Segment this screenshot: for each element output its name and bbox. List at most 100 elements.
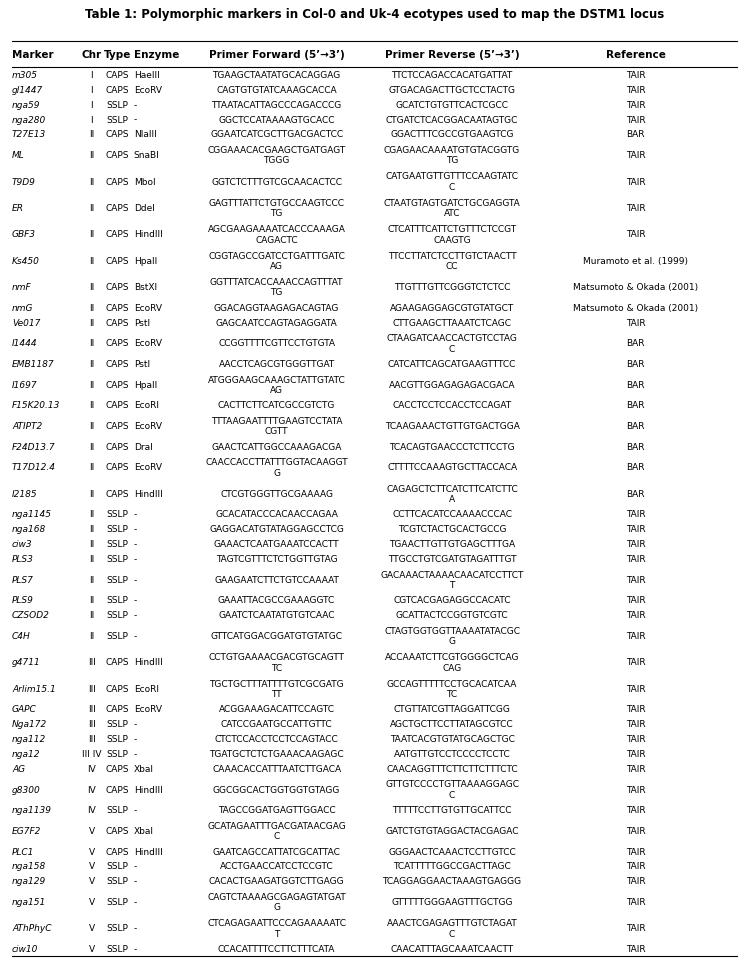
Text: TAIR: TAIR — [625, 115, 646, 125]
Text: SSLP: SSLP — [106, 596, 128, 604]
Text: GAACTCATTGGCCAAAGACGA: GAACTCATTGGCCAAAGACGA — [211, 442, 342, 452]
Text: III IV: III IV — [82, 750, 102, 758]
Text: II: II — [89, 525, 94, 533]
Text: TAIR: TAIR — [625, 897, 646, 906]
Text: -: - — [134, 944, 137, 953]
Text: TTCCTTATCTCCTTGTCTAACTT
CC: TTCCTTATCTCCTTGTCTAACTT CC — [388, 252, 516, 271]
Text: CAPS: CAPS — [106, 826, 129, 835]
Text: CAPS: CAPS — [106, 684, 129, 693]
Text: II: II — [89, 510, 94, 519]
Text: II: II — [89, 540, 94, 549]
Text: GAGTTTATTCTGTGCCAAGTCCC
TG: GAGTTTATTCTGTGCCAAGTCCC TG — [209, 199, 345, 218]
Text: V: V — [88, 924, 95, 932]
Text: XbaI: XbaI — [134, 826, 154, 835]
Text: -: - — [134, 540, 137, 549]
Text: GATCTGTGTAGGACTACGAGAC: GATCTGTGTAGGACTACGAGAC — [385, 826, 519, 835]
Text: nga129: nga129 — [12, 876, 46, 885]
Text: GCATAGAATTTGACGATAACGAG
C: GCATAGAATTTGACGATAACGAG C — [207, 821, 346, 840]
Text: AACGTTGGAGAGAGACGACA: AACGTTGGAGAGAGACGACA — [389, 381, 515, 389]
Text: GTTCATGGACGGATGTGTATGC: GTTCATGGACGGATGTGTATGC — [210, 631, 342, 640]
Text: CAPS: CAPS — [106, 257, 129, 265]
Text: TAIR: TAIR — [625, 575, 646, 584]
Text: CAPS: CAPS — [106, 283, 129, 292]
Text: ATGGGAAGCAAAGCTATTGTATC
AG: ATGGGAAGCAAAGCTATTGTATC AG — [207, 375, 345, 395]
Text: II: II — [89, 304, 94, 312]
Text: EcoRV: EcoRV — [134, 704, 162, 714]
Text: nga1145: nga1145 — [12, 510, 52, 519]
Text: SSLP: SSLP — [106, 750, 128, 758]
Text: II: II — [89, 610, 94, 620]
Text: CAPS: CAPS — [106, 304, 129, 312]
Text: CAPS: CAPS — [106, 764, 129, 774]
Text: CTAATGTAGTGATCTGCGAGGTA
ATC: CTAATGTAGTGATCTGCGAGGTA ATC — [383, 199, 521, 218]
Text: TAGTCGTTTCTCTGGTTGTAG: TAGTCGTTTCTCTGGTTGTAG — [216, 554, 338, 563]
Text: CTCGTGGGTTGCGAAAAG: CTCGTGGGTTGCGAAAAG — [220, 489, 333, 498]
Text: CAPS: CAPS — [106, 657, 129, 667]
Text: TAIR: TAIR — [625, 684, 646, 693]
Text: Marker: Marker — [12, 50, 54, 60]
Text: II: II — [89, 401, 94, 410]
Text: TAIR: TAIR — [625, 71, 646, 80]
Text: gl1447: gl1447 — [12, 86, 43, 95]
Text: HindIII: HindIII — [134, 847, 163, 855]
Text: TCAAGAAACTGTTGTGACTGGA: TCAAGAAACTGTTGTGACTGGA — [385, 422, 520, 431]
Text: GACAAACTAAAACAACATCCTTCT
T: GACAAACTAAAACAACATCCTTCT T — [380, 570, 524, 589]
Text: BAR: BAR — [626, 489, 645, 498]
Text: TAIR: TAIR — [625, 826, 646, 835]
Text: nmG: nmG — [12, 304, 34, 312]
Text: EcoRV: EcoRV — [134, 422, 162, 431]
Text: CCACATTTTCCTTCTTTCATA: CCACATTTTCCTTCTTTCATA — [218, 944, 336, 953]
Text: -: - — [134, 862, 137, 871]
Text: Ks450: Ks450 — [12, 257, 40, 265]
Text: IV: IV — [88, 785, 96, 794]
Text: GTGACAGACTTGCTCCTACTG: GTGACAGACTTGCTCCTACTG — [389, 86, 515, 95]
Text: -: - — [134, 924, 137, 932]
Text: SSLP: SSLP — [106, 101, 128, 110]
Text: CTGTTATCGTTAGGATTCGG: CTGTTATCGTTAGGATTCGG — [394, 704, 511, 714]
Text: TTTTTCCTTGTGTTGCATTCC: TTTTTCCTTGTGTTGCATTCC — [392, 805, 512, 814]
Text: CAPS: CAPS — [106, 230, 129, 239]
Text: SSLP: SSLP — [106, 944, 128, 953]
Text: CTTGAAGCTTAAATCTCAGC: CTTGAAGCTTAAATCTCAGC — [392, 318, 512, 328]
Text: -: - — [134, 525, 137, 533]
Text: GAAATTACGCCGAAAGGTC: GAAATTACGCCGAAAGGTC — [218, 596, 336, 604]
Text: SSLP: SSLP — [106, 631, 128, 640]
Text: -: - — [134, 734, 137, 744]
Text: TTGCCTGTCGATGTAGATTTGT: TTGCCTGTCGATGTAGATTTGT — [388, 554, 516, 563]
Text: EcoRV: EcoRV — [134, 463, 162, 472]
Text: TCACAGTGAACCCTCTTCCTG: TCACAGTGAACCCTCTTCCTG — [389, 442, 515, 452]
Text: ER: ER — [12, 204, 24, 212]
Text: CTAGTGGTGGTTAAAATATACGC
G: CTAGTGGTGGTTAAAATATACGC G — [384, 626, 520, 646]
Text: BAR: BAR — [626, 442, 645, 452]
Text: Type: Type — [103, 50, 131, 60]
Text: CAPS: CAPS — [106, 86, 129, 95]
Text: II: II — [89, 131, 94, 139]
Text: CTAAGATCAACCACTGTCCTAG
C: CTAAGATCAACCACTGTCCTAG C — [386, 333, 518, 354]
Text: SSLP: SSLP — [106, 540, 128, 549]
Text: CAPS: CAPS — [106, 204, 129, 212]
Text: ATIPT2: ATIPT2 — [12, 422, 42, 431]
Text: F15K20.13: F15K20.13 — [12, 401, 61, 410]
Text: TAIR: TAIR — [625, 554, 646, 563]
Text: CAPS: CAPS — [106, 318, 129, 328]
Text: TGCTGCTTTATTTTGTCGCGATG
TT: TGCTGCTTTATTTTGTCGCGATG TT — [209, 678, 344, 699]
Text: CAPS: CAPS — [106, 489, 129, 498]
Text: -: - — [134, 510, 137, 519]
Text: CATCCGAATGCCATTGTTC: CATCCGAATGCCATTGTTC — [221, 720, 333, 728]
Text: -: - — [134, 897, 137, 906]
Text: Arlim15.1: Arlim15.1 — [12, 684, 55, 693]
Text: GGACAGGTAAGAGACAGTAG: GGACAGGTAAGAGACAGTAG — [214, 304, 339, 312]
Text: BstXI: BstXI — [134, 283, 157, 292]
Text: TAIR: TAIR — [625, 750, 646, 758]
Text: CAPS: CAPS — [106, 151, 129, 160]
Text: HpaII: HpaII — [134, 257, 157, 265]
Text: GAAGAATCTTCTGTCCAAAAT: GAAGAATCTTCTGTCCAAAAT — [214, 575, 339, 584]
Text: GGCTCCATAAAAGTGCACC: GGCTCCATAAAAGTGCACC — [219, 115, 335, 125]
Text: TAIR: TAIR — [625, 862, 646, 871]
Text: PLS9: PLS9 — [12, 596, 34, 604]
Text: ACCAAATCTTCGTGGGGCTCAG
CAG: ACCAAATCTTCGTGGGGCTCAG CAG — [385, 653, 519, 672]
Text: SSLP: SSLP — [106, 525, 128, 533]
Text: nga280: nga280 — [12, 115, 46, 125]
Text: GCACATACCCACAACCAGAA: GCACATACCCACAACCAGAA — [215, 510, 338, 519]
Text: II: II — [89, 422, 94, 431]
